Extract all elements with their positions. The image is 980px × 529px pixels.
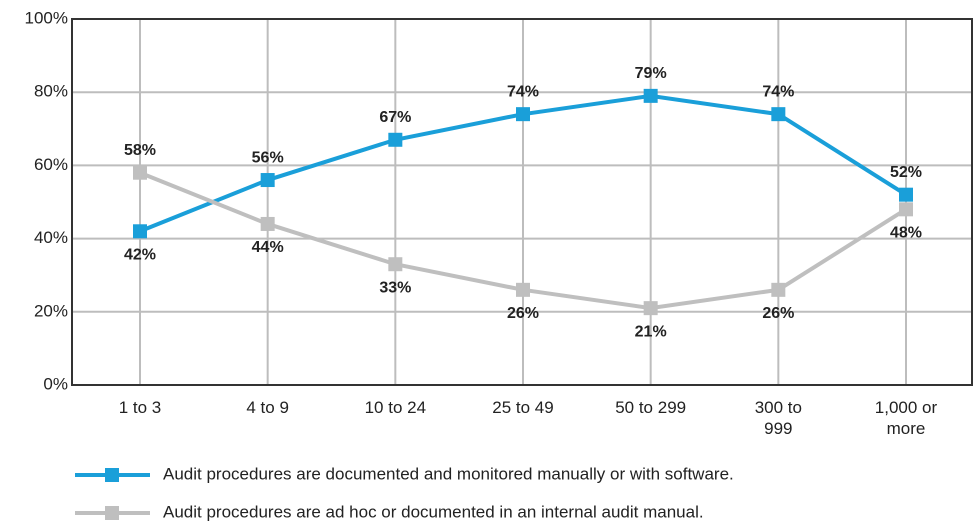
x-tick-label: 300 to 999: [754, 398, 802, 438]
point-marker: [643, 88, 658, 103]
y-tick-label: 80%: [34, 82, 68, 101]
y-tick-label: 0%: [43, 374, 68, 393]
y-tick-label: 40%: [34, 228, 68, 247]
x-tick-label: 1,000 or more: [874, 398, 938, 438]
point-marker: [771, 282, 786, 297]
point-marker: [133, 165, 147, 180]
point-marker: [260, 216, 275, 231]
data-label: 44%: [252, 239, 284, 256]
data-label: 33%: [379, 279, 411, 296]
legend-label: Audit procedures are documented and moni…: [163, 464, 734, 483]
point-marker: [899, 202, 913, 217]
point-marker: [771, 107, 786, 122]
point-marker: [899, 187, 913, 202]
data-label: 52%: [890, 164, 922, 181]
data-label: 48%: [890, 225, 922, 242]
plot-border: [71, 18, 973, 386]
point-marker: [260, 173, 275, 188]
data-label: 79%: [635, 65, 667, 82]
point-marker: [388, 257, 403, 272]
y-tick-label: 60%: [34, 155, 68, 174]
point-marker: [643, 301, 658, 316]
data-label: 74%: [762, 83, 794, 100]
point-marker: [516, 282, 530, 297]
point-marker: [133, 224, 147, 239]
y-tick-label: 20%: [34, 301, 68, 320]
data-label: 26%: [507, 305, 539, 322]
legend-marker: [105, 468, 119, 482]
data-label: 21%: [635, 323, 667, 340]
data-label: 42%: [124, 246, 156, 263]
point-marker: [516, 107, 530, 122]
data-label: 56%: [252, 149, 284, 166]
data-label: 26%: [762, 305, 794, 322]
x-tick-label: 1 to 3: [118, 398, 162, 417]
data-label: 74%: [507, 83, 539, 100]
x-tick-label: 10 to 24: [364, 398, 427, 417]
point-marker: [388, 132, 403, 147]
data-label: 58%: [124, 142, 156, 159]
legend-marker: [105, 506, 119, 520]
x-tick-label: 25 to 49: [492, 398, 554, 417]
y-tick-label: 100%: [25, 8, 68, 27]
x-tick-label: 4 to 9: [246, 398, 289, 417]
legend-label: Audit procedures are ad hoc or documente…: [163, 502, 704, 521]
data-label: 67%: [379, 109, 411, 126]
x-tick-label: 50 to 299: [615, 398, 687, 417]
